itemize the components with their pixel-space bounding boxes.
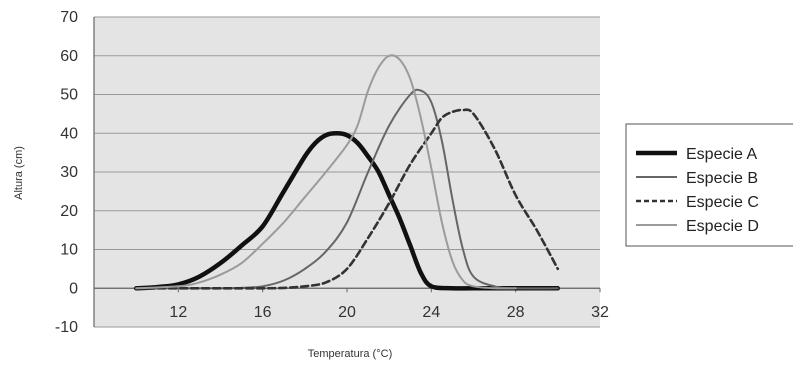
x-axis-title: Temperatura (°C) [308, 348, 392, 360]
y-tick-label: -10 [55, 319, 78, 336]
x-tick-label: 32 [591, 304, 609, 321]
y-tick-label: 60 [60, 48, 78, 65]
legend: Especie A Especie B Especie C Especie D [625, 123, 793, 247]
legend-label-especie-c: Especie C [686, 194, 759, 211]
y-tick-label: 50 [60, 87, 78, 104]
x-tick-label: 24 [422, 304, 440, 321]
x-tick-label: 16 [254, 304, 272, 321]
x-tick-label: 20 [338, 304, 356, 321]
y-axis-title: Altura (cm) [13, 146, 25, 200]
legend-label-especie-d: Especie D [686, 218, 759, 235]
y-tick-label: 70 [60, 9, 78, 26]
x-tick-label: 12 [169, 304, 187, 321]
y-tick-label: 30 [60, 164, 78, 181]
y-tick-label: 20 [60, 203, 78, 220]
y-tick-label: 40 [60, 125, 78, 142]
y-tick-label: 0 [69, 280, 78, 297]
series-line-especie-d [135, 54, 517, 290]
series-line-especie-c [134, 108, 560, 290]
plot-area [94, 16, 600, 328]
legend-label-especie-b: Especie B [686, 170, 758, 187]
y-tick-label: 10 [60, 242, 78, 259]
legend-label-especie-a: Especie A [686, 146, 757, 163]
series-line-especie-a [133, 131, 561, 291]
series-lines [133, 54, 561, 291]
x-tick-label: 28 [507, 304, 525, 321]
